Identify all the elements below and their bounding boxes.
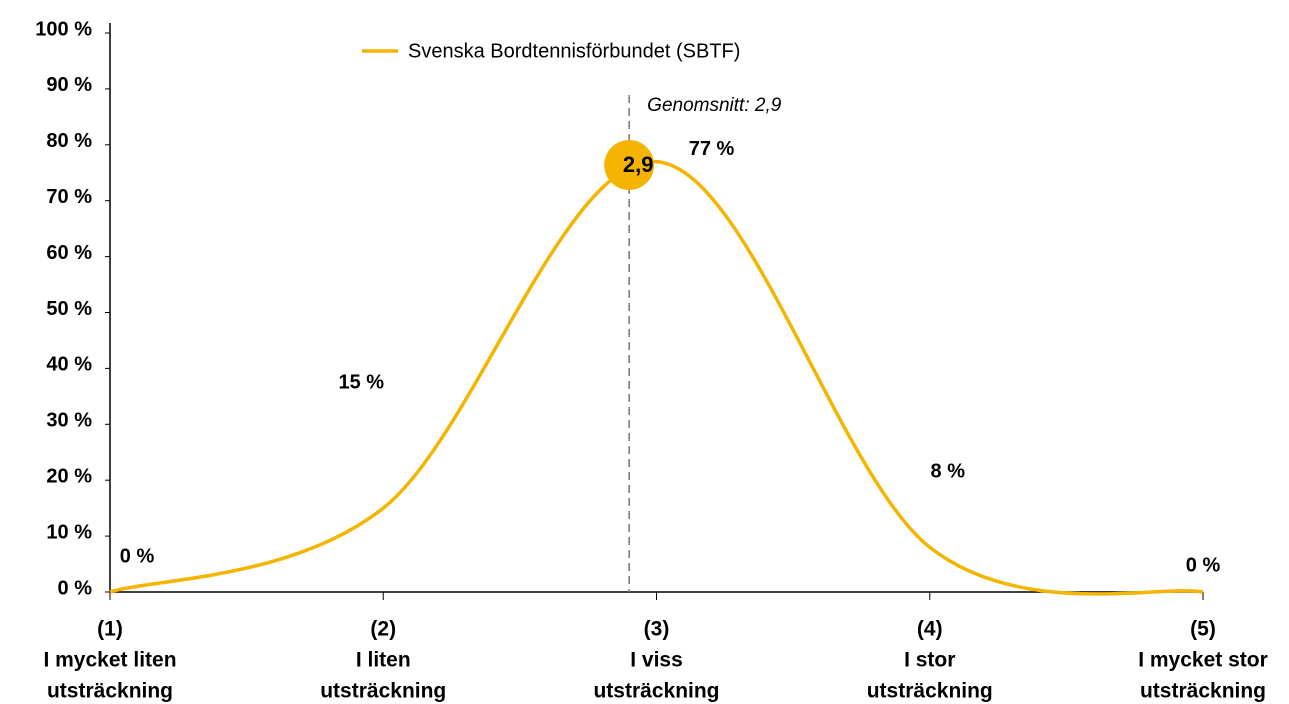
y-tick-label: 100 %: [35, 18, 92, 40]
legend-label: Svenska Bordtennisförbundet (SBTF): [408, 40, 740, 62]
value-label: 77 %: [689, 138, 735, 160]
y-tick-label: 60 %: [46, 242, 92, 264]
y-tick-label: 80 %: [46, 130, 92, 152]
mean-marker: [604, 140, 655, 190]
y-tick-label: 40 %: [46, 354, 92, 376]
x-tick-label: I viss: [630, 649, 683, 672]
y-tick-label: 20 %: [46, 465, 92, 487]
x-tick-label: I mycket liten: [43, 649, 176, 672]
value-label: 0 %: [120, 545, 155, 567]
mean-marker-label: 2,9: [623, 152, 654, 177]
value-label: 15 %: [338, 371, 384, 393]
mean-label: Genomsnitt: 2,9: [647, 95, 782, 116]
y-tick-label: 70 %: [46, 186, 92, 208]
y-tick-label: 0 %: [58, 577, 93, 599]
x-tick-label: utsträckning: [47, 680, 173, 703]
series-line: [109, 159, 1204, 596]
x-tick-label: (2): [370, 618, 396, 641]
x-tick-label: utsträckning: [320, 680, 446, 703]
x-tick-label: I liten: [356, 649, 411, 672]
x-tick-label: utsträckning: [1140, 680, 1266, 703]
y-tick-label: 10 %: [46, 521, 92, 543]
x-tick-label: I mycket stor: [1138, 649, 1268, 672]
x-tick-label: I stor: [904, 649, 955, 672]
y-tick-label: 30 %: [46, 410, 92, 432]
y-tick-label: 50 %: [46, 298, 92, 320]
x-tick-label: (3): [644, 618, 670, 641]
value-label: 0 %: [1186, 554, 1221, 576]
x-tick-label: (5): [1190, 618, 1216, 641]
x-tick-label: (1): [97, 618, 123, 641]
x-tick-label: (4): [917, 618, 943, 641]
value-label: 8 %: [931, 461, 966, 483]
y-tick-label: 90 %: [46, 74, 92, 96]
x-tick-label: utsträckning: [593, 680, 719, 703]
x-tick-label: utsträckning: [867, 680, 993, 703]
